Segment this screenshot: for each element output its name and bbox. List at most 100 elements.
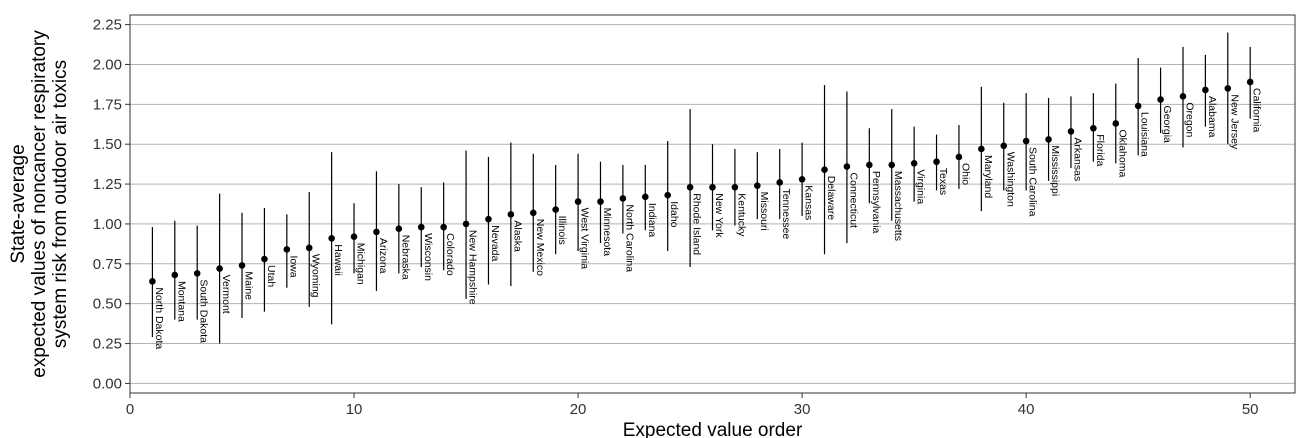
estimate-point — [709, 183, 716, 191]
y-axis-title-line: State-average — [8, 144, 29, 263]
y-tick-label: 1.00 — [93, 216, 122, 233]
state-label: Wyoming — [310, 254, 322, 298]
estimate-point — [1045, 136, 1052, 143]
estimate-point — [866, 161, 873, 169]
estimate-point — [776, 179, 784, 186]
state-label: Colorado — [444, 233, 456, 276]
estimate-point — [686, 183, 694, 191]
estimate-point — [1224, 85, 1232, 92]
x-tick-label: 10 — [346, 401, 363, 418]
state-label: Oregon — [1183, 102, 1195, 137]
state-label: Maine — [243, 271, 255, 300]
state-label: Nevada — [489, 225, 501, 261]
state-label: Utah — [265, 265, 277, 287]
estimate-point — [283, 246, 291, 253]
estimate-point — [619, 195, 627, 202]
estimate-point — [574, 198, 582, 205]
y-axis-title-line: expected values of noncancer respiratory — [29, 30, 50, 378]
state-label: Kentucky — [735, 193, 747, 237]
estimate-point — [529, 209, 537, 217]
estimate-point — [978, 145, 985, 153]
x-tick-label: 40 — [1018, 401, 1035, 418]
estimate-point — [193, 270, 201, 277]
state-label: California — [1251, 88, 1263, 133]
state-label: Massachusetts — [892, 171, 904, 241]
y-tick-label: 2.00 — [93, 56, 122, 73]
y-axis-title-line: system risk from outdoor air toxics — [50, 60, 71, 348]
estimate-point — [395, 225, 403, 233]
estimate-point — [1202, 86, 1209, 94]
estimate-point — [373, 228, 380, 236]
estimate-point — [888, 161, 896, 169]
state-label: New York — [713, 193, 725, 238]
state-label: Hawaii — [332, 244, 344, 276]
state-label: Vermont — [220, 275, 232, 314]
estimate-point — [1090, 124, 1097, 132]
state-label: Texas — [937, 168, 949, 195]
estimate-point — [664, 191, 671, 199]
state-label: Illinois — [556, 216, 568, 245]
state-label: West Virginia — [579, 208, 591, 270]
state-label: Ohio — [959, 163, 971, 185]
estimate-point — [843, 163, 851, 170]
estimate-point — [955, 153, 963, 161]
state-label: Connecticut — [847, 173, 859, 229]
estimate-point — [597, 198, 604, 205]
state-label: Montana — [175, 281, 187, 322]
y-axis-title: State-averageexpected values of noncance… — [8, 30, 71, 378]
state-label: Tennessee — [780, 188, 792, 239]
x-tick-label: 0 — [126, 401, 134, 418]
estimate-point — [149, 278, 156, 285]
state-label: Virginia — [915, 169, 927, 204]
estimate-point — [417, 223, 425, 231]
estimate-point — [1179, 93, 1187, 100]
estimate-point — [1246, 78, 1254, 86]
state-label: Alaska — [511, 220, 523, 252]
estimate-point — [641, 193, 649, 201]
estimate-point — [821, 166, 828, 174]
state-label: North Dakota — [153, 287, 165, 349]
estimate-point — [328, 234, 335, 242]
state-label: Florida — [1094, 134, 1106, 166]
estimate-point — [305, 244, 313, 252]
state-label: South Dakota — [198, 279, 210, 343]
y-tick-label: 0.75 — [93, 256, 122, 273]
estimate-points — [149, 78, 1254, 285]
estimate-point — [171, 271, 179, 279]
state-label: Nebraska — [399, 235, 411, 280]
x-axis-ticks: 0 10 20 30 40 50 — [126, 393, 1259, 418]
y-tick-label: 0.50 — [93, 296, 122, 313]
estimate-point — [1022, 137, 1030, 145]
state-label: Maryland — [982, 155, 994, 198]
state-label: Delaware — [825, 176, 837, 221]
estimate-point — [350, 233, 358, 240]
state-label: Pennsylvania — [870, 171, 882, 234]
estimate-point — [238, 262, 246, 269]
estimate-point — [933, 158, 940, 166]
y-tick-label: 0.25 — [93, 336, 122, 353]
state-label: Washington — [1004, 152, 1016, 207]
estimate-point — [1067, 128, 1075, 135]
state-label: New Mexico — [534, 219, 546, 276]
y-tick-label: 1.75 — [93, 96, 122, 113]
estimate-point — [1157, 96, 1164, 103]
x-tick-label: 20 — [570, 401, 587, 418]
estimate-point — [731, 183, 739, 191]
state-label: Mississippi — [1049, 145, 1061, 196]
state-label: New Hampshire — [467, 230, 479, 305]
state-label: North Carolina — [623, 204, 635, 272]
state-label: Iowa — [287, 255, 299, 277]
estimate-point — [754, 182, 761, 189]
state-label: Minnesota — [601, 208, 613, 257]
estimate-point — [216, 265, 223, 272]
state-labels: North Dakota Montana South Dakota Vermont Ma… — [153, 88, 1263, 349]
y-tick-label: 1.25 — [93, 176, 122, 193]
estimate-point — [798, 175, 806, 183]
plot-border — [129, 14, 1296, 394]
estimate-point — [552, 206, 559, 213]
estimate-point — [1134, 102, 1142, 110]
x-tick-label: 50 — [1242, 401, 1259, 418]
state-label: Wisconsin — [422, 233, 434, 281]
state-label: Georgia — [1161, 106, 1173, 144]
